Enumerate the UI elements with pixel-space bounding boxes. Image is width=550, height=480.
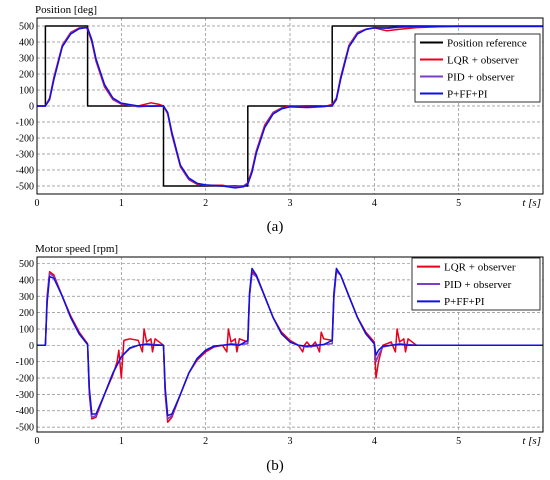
legend: LQR + observer PID + observer P+FF+PI — [411, 257, 541, 311]
legend-entry: Position reference — [447, 37, 527, 49]
y-tick-label: 300 — [19, 54, 34, 65]
y-tick-label: 500 — [19, 22, 34, 33]
x-tick-label: 1 — [119, 198, 124, 209]
chart-title: Position [deg] — [35, 4, 97, 16]
y-tick-label: 100 — [19, 86, 34, 97]
x-tick-label: 4 — [372, 198, 377, 209]
x-tick-label: 2 — [203, 198, 208, 209]
legend-entry: PID + observer — [447, 71, 515, 83]
y-tick-label: -100 — [16, 118, 34, 129]
x-tick-label: 3 — [288, 198, 293, 209]
legend-entry: P+FF+PI — [447, 88, 488, 100]
y-tick-label: 200 — [19, 308, 34, 319]
x-tick-label: 5 — [456, 198, 461, 209]
y-tick-label: -400 — [16, 406, 34, 417]
series-line-3 — [37, 267, 543, 417]
legend-entry: LQR + observer — [447, 54, 519, 66]
x-tick-label: 3 — [288, 436, 293, 447]
x-axis-label: t [s] — [522, 435, 541, 447]
y-tick-label: -200 — [16, 374, 34, 385]
y-tick-label: 400 — [19, 38, 34, 49]
legend-entry: P+FF+PI — [444, 296, 485, 308]
y-tick-label: -500 — [16, 423, 34, 434]
y-tick-label: -200 — [16, 134, 34, 145]
legend: Position reference LQR + observer PID + ob… — [414, 33, 541, 103]
legend-entry: LQR + observer — [444, 261, 516, 273]
y-tick-label: -300 — [16, 390, 34, 401]
x-tick-label: 4 — [372, 436, 377, 447]
y-tick-label: 400 — [19, 275, 34, 286]
panel-label: (b) — [266, 458, 284, 474]
series-line-4 — [37, 25, 543, 189]
y-tick-label: -400 — [16, 166, 34, 177]
y-tick-label: 300 — [19, 292, 34, 303]
x-tick-label: 0 — [35, 198, 40, 209]
x-tick-label: 2 — [203, 436, 208, 447]
series-line-1 — [37, 25, 543, 187]
y-tick-label: 200 — [19, 70, 34, 81]
legend-box — [414, 33, 541, 103]
x-tick-label: 1 — [119, 436, 124, 447]
plot-frame — [36, 17, 544, 195]
x-tick-label: 0 — [35, 436, 40, 447]
y-tick-label: 500 — [19, 259, 34, 270]
legend-entry: PID + observer — [444, 279, 512, 291]
chart-title: Motor speed [rpm] — [35, 243, 118, 255]
y-tick-label: -500 — [16, 182, 34, 193]
panel-label: (a) — [267, 219, 284, 235]
x-tick-label: 5 — [456, 436, 461, 447]
plot-frame — [36, 256, 544, 433]
y-tick-label: -300 — [16, 150, 34, 161]
y-tick-label: -100 — [16, 357, 34, 368]
y-tick-label: 0 — [29, 102, 34, 113]
x-axis-label: t [s] — [522, 197, 541, 209]
y-tick-label: 0 — [29, 341, 34, 352]
y-tick-label: 100 — [19, 324, 34, 335]
